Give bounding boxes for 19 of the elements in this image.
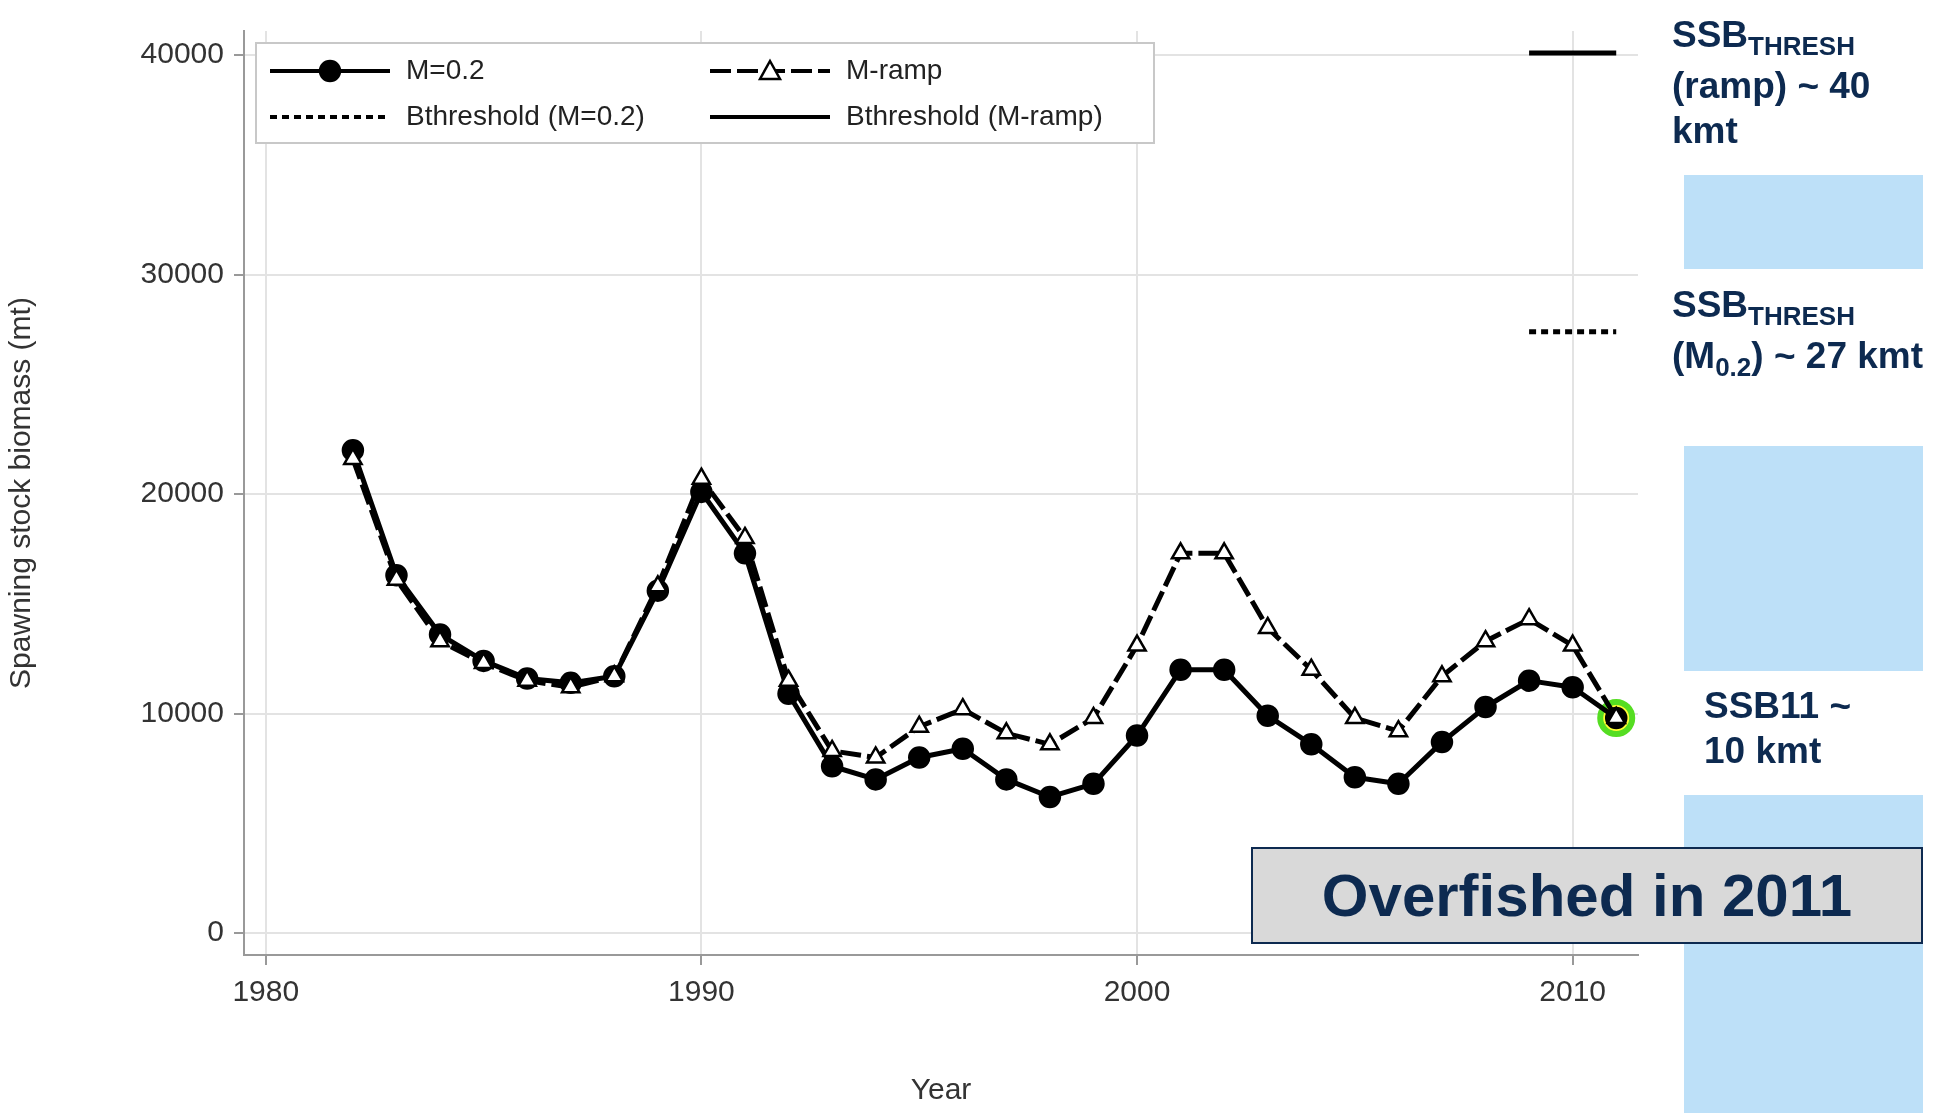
legend-label: Bthreshold (M-ramp) <box>846 99 1103 131</box>
legend-label: M-ramp <box>846 53 943 85</box>
y-axis-title: Spawning stock biomass (mt) <box>3 297 37 689</box>
x-tick-label: 2010 <box>1539 974 1607 1008</box>
x-tick-label: 2000 <box>1103 974 1171 1008</box>
x-tick-label: 1980 <box>232 974 300 1008</box>
y-tick-label: 10000 <box>140 694 224 728</box>
y-tick-label: 20000 <box>140 475 224 509</box>
text: SSB$_{THRESH}$ (ramp) ~ 40 kmt <box>1672 13 1872 154</box>
x-axis-title: Year <box>910 1072 972 1106</box>
x-tick-label: 1990 <box>668 974 735 1008</box>
y-tick-label: 0 <box>207 914 224 948</box>
y-tick-label: 30000 <box>140 255 224 289</box>
text: SSB$_{THRESH}$ (M$_{0.2}$) ~ 27 kmt <box>1672 284 1924 383</box>
text: SSB11 ~ 10 kmt <box>1704 684 1853 774</box>
y-tick-label: 40000 <box>140 36 224 70</box>
legend-label: Bthreshold (M=0.2) <box>406 99 645 131</box>
annotation: Overfished in 2011 <box>1251 847 1923 944</box>
legend-label: M=0.2 <box>406 53 485 85</box>
